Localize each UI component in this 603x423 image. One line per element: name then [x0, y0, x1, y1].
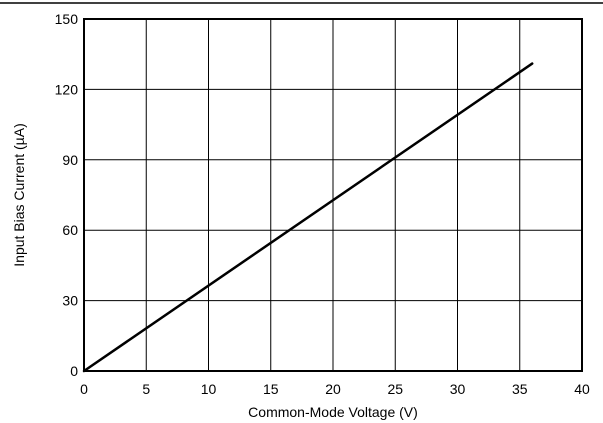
x-axis-title: Common-Mode Voltage (V): [248, 404, 418, 420]
x-tick-label: 5: [142, 381, 150, 397]
y-axis-title: Input Bias Current (µA): [11, 123, 27, 266]
x-tick-label: 35: [512, 381, 528, 397]
series-layer: [82, 62, 534, 373]
y-tick-label: 30: [62, 293, 78, 309]
y-tick-label: 90: [62, 152, 78, 168]
y-tick-label: 120: [55, 81, 79, 97]
grid-lines: [84, 19, 582, 371]
x-tick-label: 30: [450, 381, 466, 397]
y-tick-label: 150: [55, 11, 79, 27]
y-tick-label: 60: [62, 222, 78, 238]
x-tick-label: 25: [387, 381, 403, 397]
y-tick-labels: 0 30 60 90 120 150: [55, 11, 79, 379]
x-tick-label: 20: [325, 381, 341, 397]
series-line: [82, 62, 534, 373]
x-tick-label: 15: [263, 381, 279, 397]
x-tick-label: 40: [574, 381, 590, 397]
x-tick-labels: 0 5 10 15 20 25 30 35 40: [80, 381, 590, 397]
x-tick-label: 0: [80, 381, 88, 397]
plot-frame: [83, 18, 583, 372]
x-tick-label: 10: [201, 381, 217, 397]
y-tick-label: 0: [70, 363, 78, 379]
